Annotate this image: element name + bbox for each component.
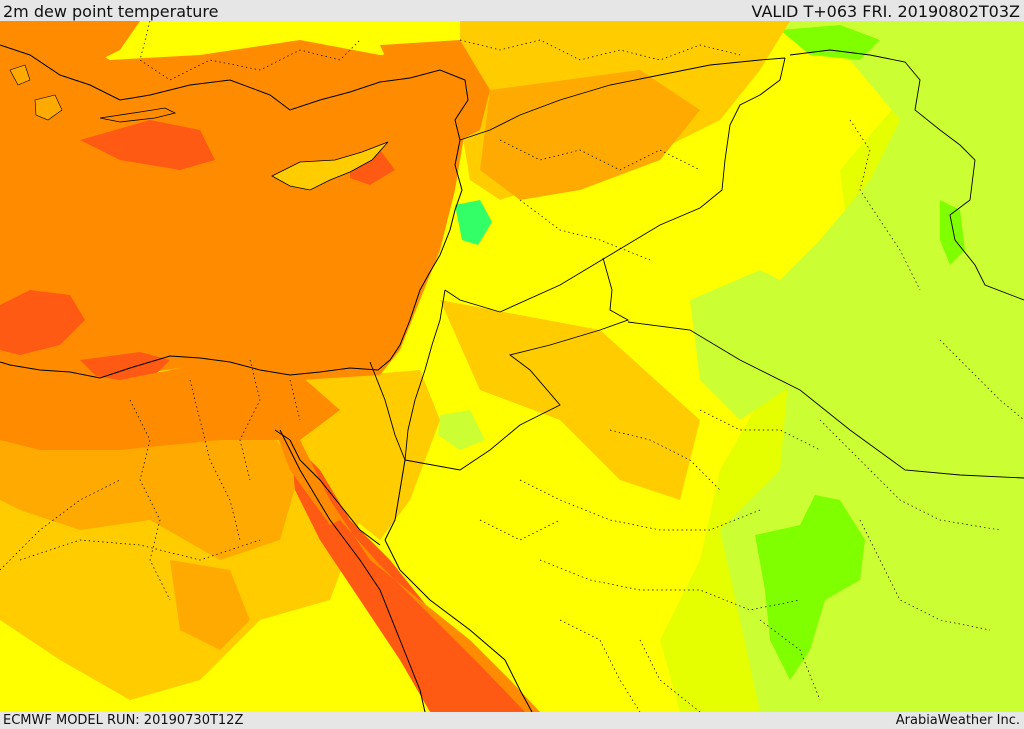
light-orange-egypt <box>0 420 300 560</box>
amber-zone-syria <box>480 70 700 200</box>
aegean-orange <box>0 21 140 90</box>
turkey-coast-orange <box>380 40 490 140</box>
province-boundaries <box>0 21 1024 712</box>
delta-orange <box>0 360 340 450</box>
valid-time: VALID T+063 FRI. 20190802T03Z <box>751 2 1020 21</box>
deep-orange-coast <box>80 352 170 380</box>
gulf-suez-orange <box>275 430 340 525</box>
crete-island <box>99 107 177 123</box>
green-blob-ne <box>940 200 965 265</box>
light-green-zone-2 <box>690 270 820 420</box>
aegean-islands <box>34 94 63 121</box>
model-run-label: ECMWF MODEL RUN: 20190730T12Z <box>3 713 244 728</box>
rhodes-island <box>9 64 31 86</box>
red-sea <box>290 440 530 712</box>
coastlines <box>0 44 533 712</box>
country-borders <box>369 49 1024 479</box>
dew-point-map <box>0 21 1024 712</box>
mediterranean-sea <box>0 21 470 380</box>
cyprus-island <box>271 141 389 191</box>
footer-bar: ECMWF MODEL RUN: 20190730T12Z ArabiaWeat… <box>0 712 1024 729</box>
amber-zone-jordan <box>440 300 700 500</box>
deep-orange-central <box>80 120 215 170</box>
green-patch-jordan <box>438 410 485 450</box>
map-title: 2m dew point temperature <box>3 2 219 21</box>
header-bar: 2m dew point temperature VALID T+063 FRI… <box>0 0 1024 21</box>
credit-label: ArabiaWeather Inc. <box>895 713 1020 728</box>
light-orange-patch <box>170 560 250 650</box>
green-blob-north <box>780 25 880 60</box>
deep-orange-west <box>0 290 85 355</box>
green-blob <box>755 495 865 680</box>
green-patch-lebanon <box>455 200 492 245</box>
